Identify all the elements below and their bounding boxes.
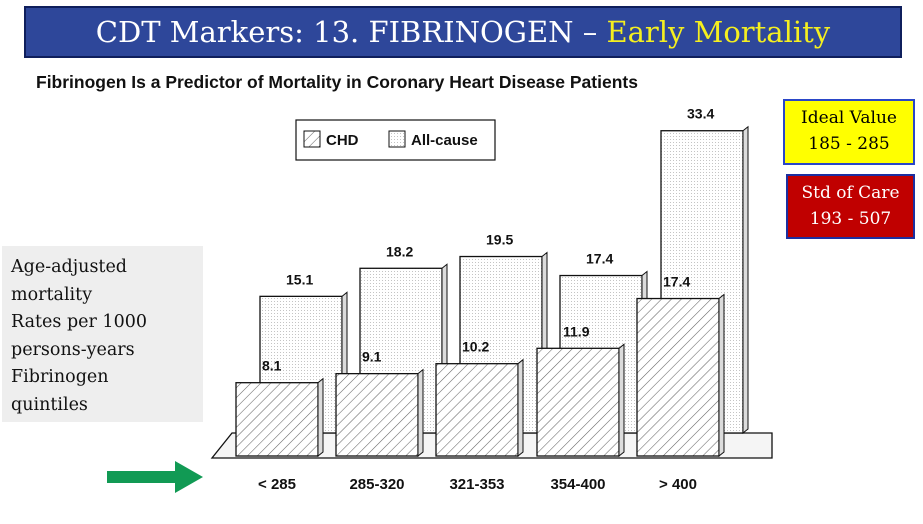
data-label-chd: 11.9 bbox=[563, 323, 590, 339]
bar-all-cause-side bbox=[742, 125, 749, 435]
bar-chd bbox=[235, 377, 324, 458]
chart-subtitle: Fibrinogen Is a Predictor of Mortality i… bbox=[36, 72, 638, 92]
side-note-line: persons-years bbox=[11, 339, 135, 360]
bar-chd-face bbox=[536, 347, 620, 457]
bar-chd bbox=[536, 343, 625, 458]
title-highlight: Early Mortality bbox=[606, 15, 831, 49]
bar-chd-side bbox=[517, 358, 524, 458]
bar-chd-face bbox=[335, 372, 419, 457]
bar-chd-face bbox=[235, 382, 319, 457]
std-of-care-range: 193 - 507 bbox=[809, 209, 892, 229]
legend-swatch bbox=[388, 130, 406, 148]
data-label-chd: 17.4 bbox=[663, 274, 690, 290]
x-tick-label: > 400 bbox=[659, 476, 697, 493]
bar-chd bbox=[435, 358, 524, 458]
bar-chd-face bbox=[636, 297, 720, 457]
legend-label: CHD bbox=[326, 132, 359, 149]
slide-title: CDT Markers: 13. FIBRINOGEN – Early Mort… bbox=[24, 6, 902, 58]
title-main: CDT Markers: 13. FIBRINOGEN – bbox=[95, 15, 598, 49]
bar-chd-side bbox=[317, 377, 324, 458]
side-note-line: Rates per 1000 bbox=[11, 312, 147, 332]
legend-swatch bbox=[303, 130, 321, 148]
bar-chd-face bbox=[435, 363, 519, 457]
bar-chd-side bbox=[618, 343, 625, 458]
right-arrow-icon bbox=[107, 461, 203, 493]
side-note-line: mortality bbox=[11, 284, 93, 305]
ideal-value-range: 185 - 285 bbox=[808, 134, 890, 154]
bar-chd bbox=[636, 293, 725, 458]
ideal-value-badge: Ideal Value 185 - 285 bbox=[783, 99, 915, 165]
data-label-all-cause: 17.4 bbox=[586, 251, 613, 267]
x-tick-label: 285-320 bbox=[349, 476, 404, 493]
side-note-line: Age-adjusted bbox=[11, 257, 128, 277]
x-tick-label: 321-353 bbox=[449, 476, 504, 493]
legend-label: All-cause bbox=[411, 132, 478, 149]
data-label-chd: 9.1 bbox=[362, 349, 382, 365]
side-note-line: quintiles bbox=[11, 394, 88, 415]
std-of-care-label: Std of Care bbox=[801, 183, 900, 203]
x-tick-label: 354-400 bbox=[550, 476, 605, 493]
data-label-all-cause: 33.4 bbox=[687, 106, 714, 122]
side-note-line: Fibrinogen bbox=[11, 367, 109, 387]
bar-chd-side bbox=[417, 368, 424, 458]
chart-legend: CHD All-cause bbox=[295, 119, 496, 161]
ideal-value-label: Ideal Value bbox=[801, 108, 897, 128]
bar-chd-side bbox=[718, 293, 725, 458]
data-label-all-cause: 18.2 bbox=[386, 243, 413, 259]
side-note: Age-adjusted mortality Rates per 1000 pe… bbox=[2, 246, 203, 422]
x-tick-label: < 285 bbox=[258, 476, 296, 493]
bar-chd bbox=[335, 368, 424, 458]
data-label-chd: 10.2 bbox=[462, 339, 489, 355]
data-label-chd: 8.1 bbox=[262, 358, 282, 374]
data-label-all-cause: 15.1 bbox=[286, 271, 313, 287]
std-of-care-badge: Std of Care 193 - 507 bbox=[786, 174, 915, 239]
data-label-all-cause: 19.5 bbox=[486, 232, 513, 248]
